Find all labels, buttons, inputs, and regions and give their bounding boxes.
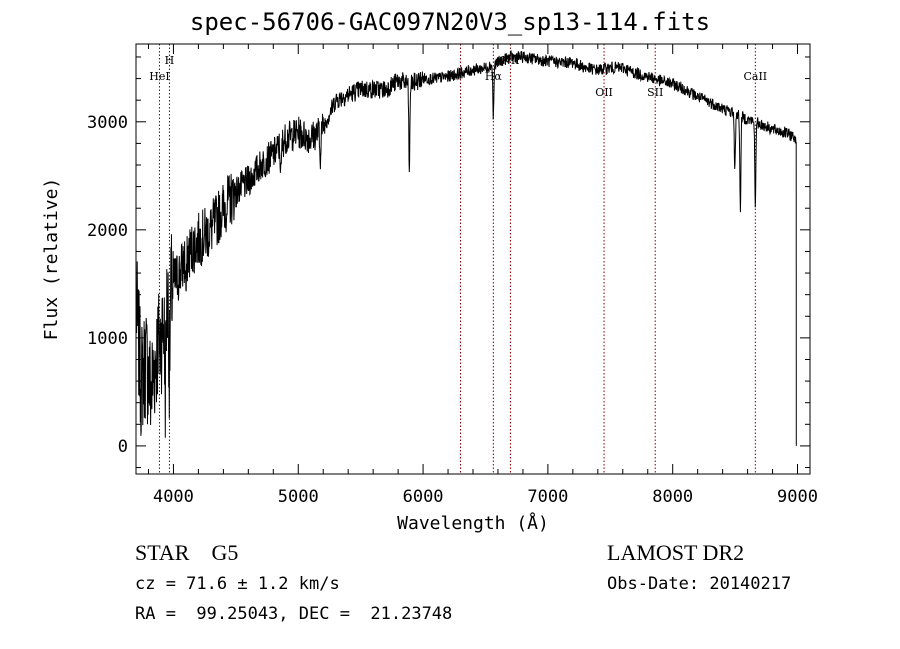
y-axis-label: Flux (relative) <box>41 178 62 341</box>
y-tick-label: 0 <box>118 437 128 457</box>
plot-frame <box>135 43 811 475</box>
ra-dec-coordinates: RA = 99.25043, DEC = 21.23748 <box>135 604 453 624</box>
spectral-line-label: HeI <box>149 70 169 83</box>
x-tick-label: 7000 <box>527 487 568 507</box>
spectrum-line <box>135 49 797 446</box>
redshift-velocity: cz = 71.6 ± 1.2 km/s <box>135 574 340 594</box>
axis-tick-labels: 4000 5000 6000 7000 8000 9000 0 1000 2000 3000 <box>87 113 818 507</box>
survey-name: LAMOST DR2 <box>607 540 745 565</box>
axis-ticks <box>136 44 810 474</box>
spectral-line-label: OII <box>595 86 613 99</box>
y-tick-label: 3000 <box>87 113 128 133</box>
chart-title: spec-56706-GAC097N20V3_sp13-114.fits <box>189 8 711 36</box>
y-tick-label: 2000 <box>87 221 128 241</box>
x-axis-label: Wavelength (Å) <box>397 512 549 534</box>
x-tick-label: 9000 <box>777 487 818 507</box>
x-tick-label: 4000 <box>153 487 194 507</box>
spectral-line-label: H <box>165 54 175 67</box>
x-tick-label: 8000 <box>652 487 693 507</box>
x-tick-label: 6000 <box>403 487 444 507</box>
spectral-line-label: CaII <box>743 70 767 83</box>
x-tick-label: 5000 <box>278 487 319 507</box>
spectral-line-label: Hα <box>485 70 503 83</box>
y-tick-label: 1000 <box>87 329 128 349</box>
star-class: STAR G5 <box>135 540 239 565</box>
observation-date: Obs-Date: 20140217 <box>607 574 792 594</box>
spectral-line-label: SII <box>647 86 663 99</box>
